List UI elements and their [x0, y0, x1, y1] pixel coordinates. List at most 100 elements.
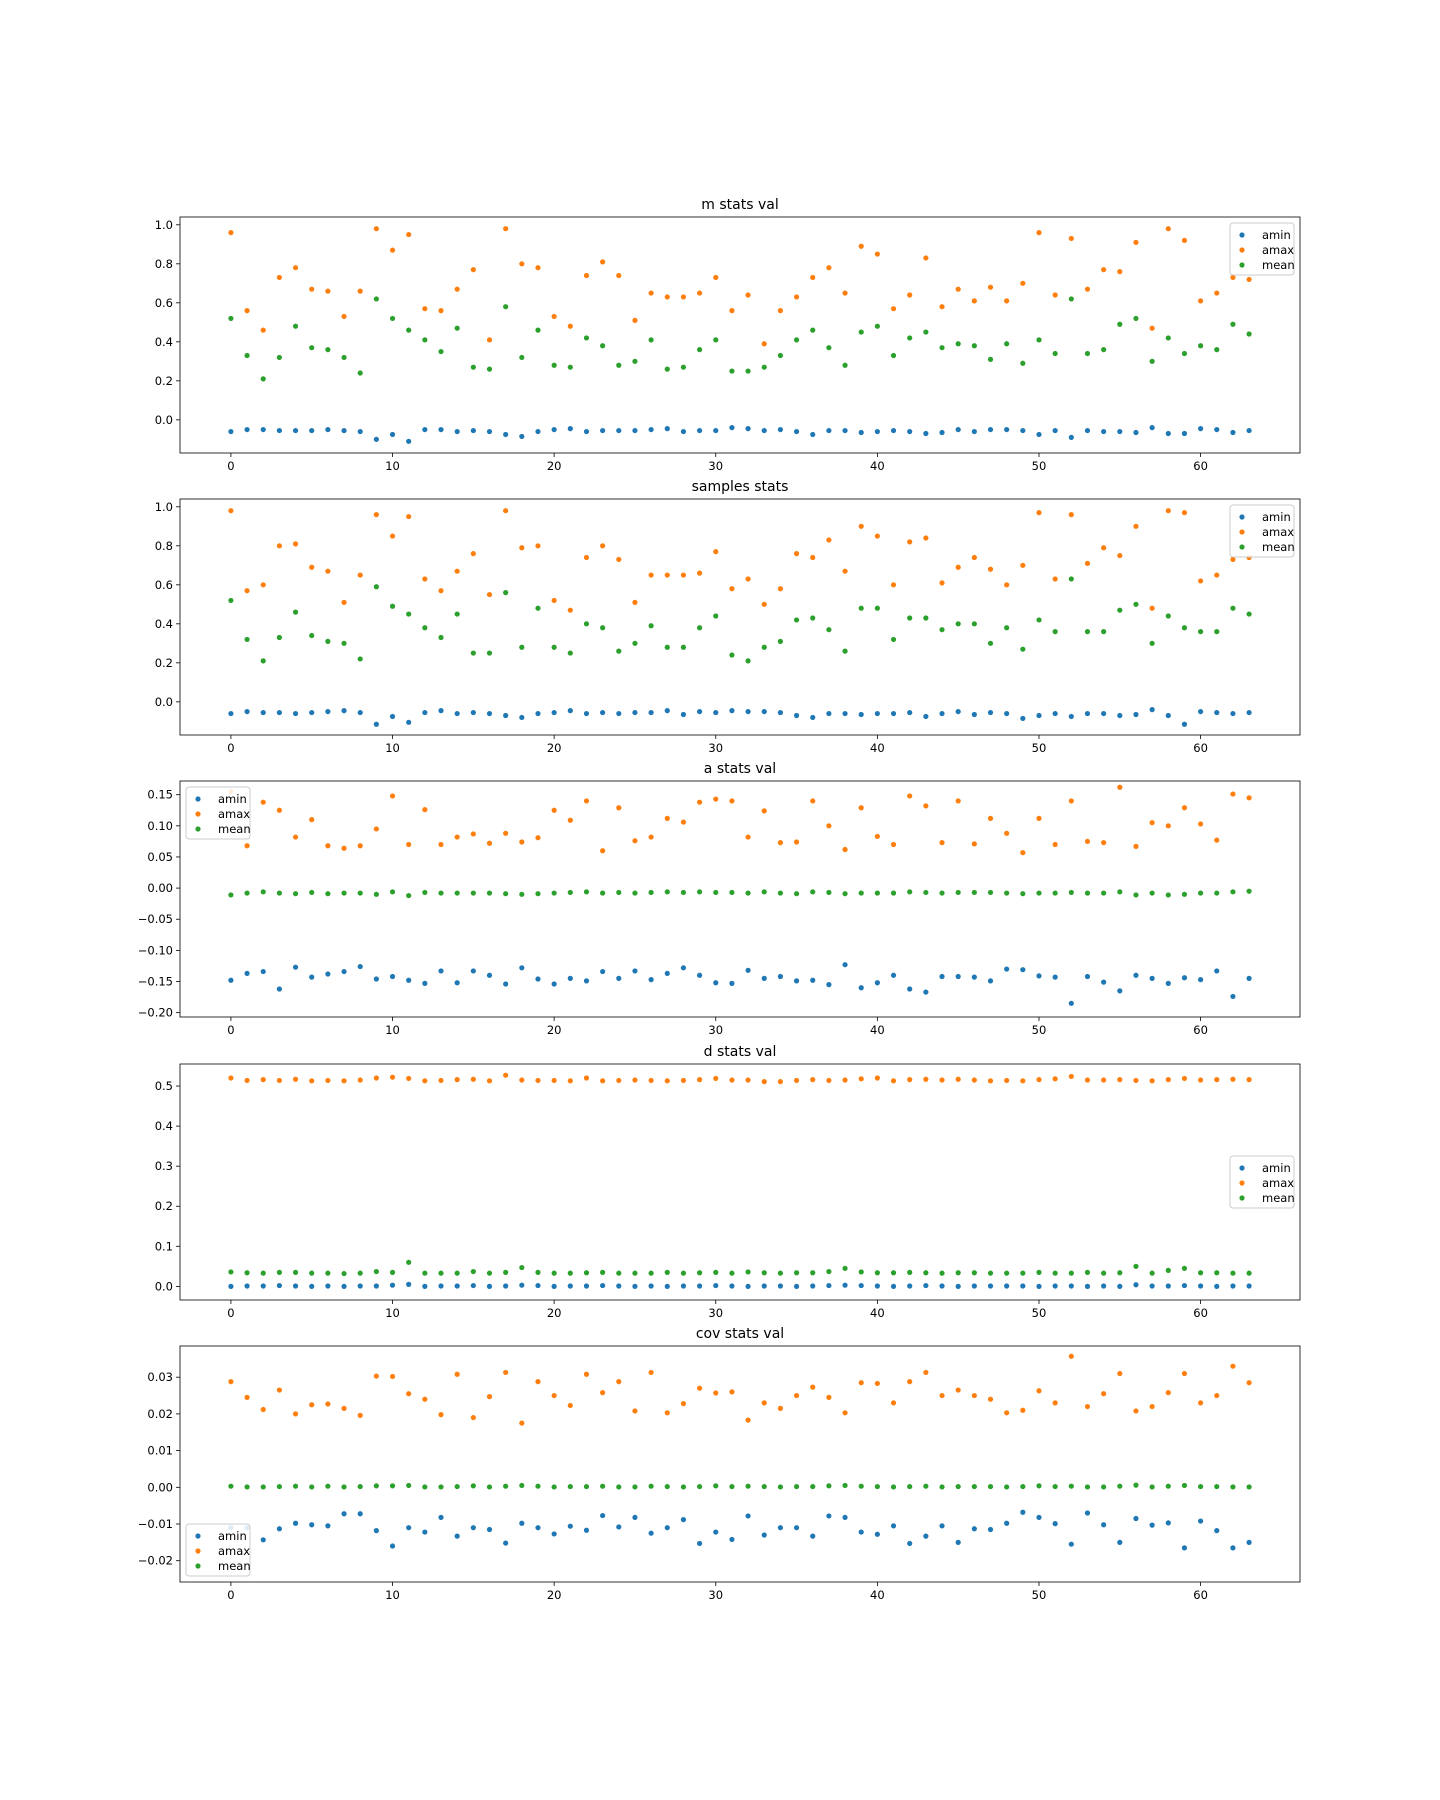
point-mean: [777, 890, 784, 896]
y-tick-label: 0.2: [155, 1199, 173, 1213]
point-amax: [1101, 1391, 1107, 1397]
point-mean: [1214, 1483, 1220, 1490]
point-mean: [309, 1484, 315, 1490]
point-amax: [1149, 605, 1155, 611]
point-mean: [1117, 1483, 1123, 1489]
y-tick-label: 0.03: [147, 1370, 173, 1384]
point-amax: [1149, 1403, 1155, 1410]
point-mean: [486, 1484, 493, 1490]
point-mean: [955, 1270, 961, 1276]
point-mean: [1020, 360, 1026, 366]
point-mean: [696, 347, 703, 353]
y-tick-label: 0.6: [155, 578, 173, 592]
point-mean: [551, 890, 557, 896]
point-amin: [1198, 708, 1204, 715]
point-amin: [874, 428, 880, 435]
point-amax: [664, 1410, 670, 1416]
point-mean: [260, 658, 266, 664]
point-amin: [1004, 1283, 1010, 1289]
point-amin: [874, 1283, 880, 1289]
point-amax: [567, 817, 573, 823]
point-mean: [454, 611, 460, 617]
point-amax: [325, 568, 331, 574]
point-amin: [341, 427, 347, 434]
point-amin: [745, 426, 751, 432]
point-mean: [648, 1483, 654, 1489]
point-mean: [664, 889, 670, 895]
point-amin: [632, 968, 638, 974]
point-mean: [583, 335, 590, 341]
point-mean: [1036, 1483, 1042, 1489]
point-mean: [325, 347, 331, 353]
point-mean: [600, 343, 606, 349]
point-mean: [422, 889, 428, 896]
point-amin: [389, 431, 396, 438]
point-mean: [1165, 1483, 1171, 1489]
x-tick-label: 10: [385, 459, 400, 473]
point-amax: [955, 1076, 961, 1082]
point-amax: [583, 1371, 590, 1377]
point-amax: [519, 1077, 525, 1083]
point-amax: [1230, 791, 1236, 797]
point-amin: [939, 973, 945, 980]
point-amax: [535, 1077, 541, 1084]
subplot-4: d stats val 0 10 20 30 40 50 60 0.5 0.4 0.3 0.2 0.1 0…: [155, 1044, 1301, 1320]
point-amin: [1181, 1545, 1188, 1551]
point-mean: [1084, 890, 1091, 896]
point-mean: [244, 636, 250, 643]
point-amin: [1084, 710, 1091, 717]
point-amax: [842, 1077, 848, 1083]
point-amax: [422, 576, 428, 582]
point-amax: [438, 1412, 444, 1418]
point-amin: [357, 963, 363, 970]
point-amin: [600, 1512, 606, 1519]
point-amin: [955, 1283, 961, 1289]
point-amax: [1004, 1077, 1010, 1084]
series-amax: [228, 226, 1252, 347]
point-amax: [1165, 823, 1171, 829]
point-mean: [1133, 601, 1139, 607]
point-amax: [987, 815, 994, 821]
point-amax: [1246, 276, 1252, 283]
point-amax: [874, 1075, 880, 1081]
y-tick-label: −0.20: [138, 1006, 173, 1020]
point-mean: [923, 329, 929, 335]
point-mean: [858, 605, 864, 611]
point-amax: [648, 290, 654, 296]
point-amax: [600, 1078, 606, 1084]
point-amax: [422, 1078, 428, 1084]
point-amax: [874, 1380, 880, 1387]
point-amin: [486, 710, 493, 717]
point-mean: [664, 644, 670, 650]
point-amax: [503, 830, 509, 836]
point-amax: [389, 247, 396, 253]
point-amin: [1117, 988, 1123, 994]
point-amin: [874, 980, 880, 986]
point-amax: [713, 1075, 719, 1082]
point-mean: [470, 1483, 476, 1489]
point-mean: [486, 1270, 493, 1276]
point-amax: [1181, 510, 1188, 516]
point-mean: [325, 638, 331, 644]
point-amax: [406, 841, 412, 848]
point-mean: [567, 364, 573, 370]
point-mean: [858, 890, 864, 896]
point-amax: [987, 566, 994, 572]
point-mean: [745, 658, 751, 664]
point-mean: [761, 1270, 767, 1276]
point-mean: [632, 890, 638, 896]
series-mean: [228, 296, 1252, 382]
point-mean: [1084, 1484, 1091, 1490]
legend-marker-amin: [195, 796, 201, 802]
point-amin: [745, 967, 751, 973]
point-amin: [939, 710, 945, 717]
point-amin: [971, 1526, 977, 1532]
point-amin: [810, 977, 816, 983]
point-mean: [1165, 613, 1171, 619]
series-amax: [228, 508, 1252, 613]
point-mean: [1246, 1270, 1252, 1276]
point-amin: [438, 1514, 444, 1521]
point-amin: [1181, 721, 1188, 727]
y-tick-label: −0.01: [138, 1517, 173, 1531]
